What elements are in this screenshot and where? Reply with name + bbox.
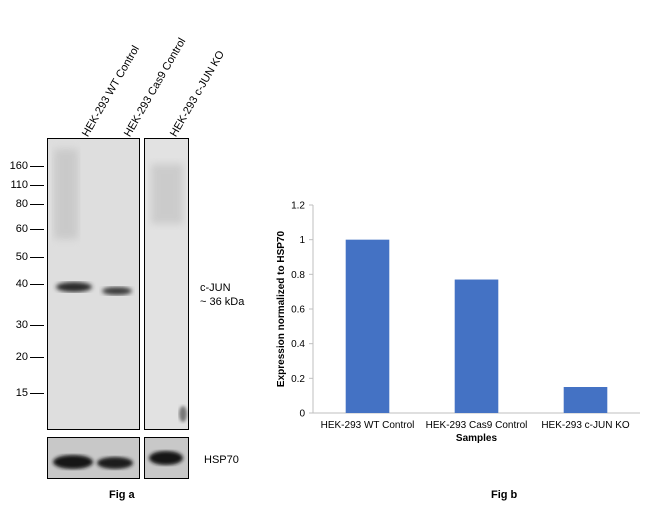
mw-marker: 160 <box>9 160 28 172</box>
mw-marker: 40 <box>15 278 28 290</box>
y-tick-label: 1 <box>299 235 305 246</box>
band-cjun-cas9 <box>102 287 132 295</box>
mw-marker: 30 <box>15 319 28 331</box>
x-tick-label: HEK-293 c-JUN KO <box>541 420 630 431</box>
edge-artifact <box>179 406 187 422</box>
bar <box>345 239 390 413</box>
bar <box>454 279 499 413</box>
band-hsp70-ko <box>149 451 183 465</box>
band-cjun-wt <box>56 282 92 292</box>
background-smear <box>54 149 78 239</box>
mw-tick <box>30 325 44 326</box>
loading-label-hsp70: HSP70 <box>204 454 239 466</box>
mw-marker: 50 <box>15 251 28 263</box>
x-axis-title: Samples <box>456 433 498 444</box>
mw-tick <box>30 357 44 358</box>
mw-marker: 20 <box>15 351 28 363</box>
y-tick-label: 0.2 <box>291 374 305 385</box>
mw-tick <box>30 229 44 230</box>
mw-tick <box>30 393 44 394</box>
mw-tick <box>30 257 44 258</box>
mw-tick <box>30 185 44 186</box>
y-tick-label: 0.6 <box>291 305 305 316</box>
background-smear <box>151 164 183 224</box>
band-label-cjun: c-JUN ~ 36 kDa <box>200 281 244 309</box>
mw-marker: 15 <box>15 387 28 399</box>
band-hsp70-cas9 <box>97 457 133 469</box>
mw-tick <box>30 284 44 285</box>
fig-b-caption: Fig b <box>491 489 518 501</box>
band-label-size: ~ 36 kDa <box>200 296 245 308</box>
fig-a-caption: Fig a <box>109 489 135 501</box>
y-tick-label: 0.8 <box>291 270 305 281</box>
mw-marker: 110 <box>10 179 28 191</box>
mw-marker: 80 <box>15 198 28 210</box>
lane-label-ko: HEK-293 c-JUN KO <box>168 48 227 139</box>
bar-chart: 0 0.2 0.4 0.6 0.8 1 1.2 HEK-293 WT Control HEK-2… <box>276 201 640 444</box>
mw-marker: 60 <box>15 223 28 235</box>
mw-tick <box>30 166 44 167</box>
band-hsp70-wt <box>53 455 93 469</box>
blot-panel-right <box>144 138 189 430</box>
x-tick-label: HEK-293 Cas9 Control <box>426 420 528 431</box>
loading-panel-left <box>47 437 140 479</box>
y-tick-label: 0 <box>299 409 305 420</box>
y-axis-title: Expression normalized to HSP70 <box>276 230 287 387</box>
band-label-name: c-JUN <box>200 282 231 294</box>
bar <box>563 387 608 413</box>
mw-tick <box>30 204 44 205</box>
x-tick-label: HEK-293 WT Control <box>321 420 415 431</box>
blot-panel-left <box>47 138 140 430</box>
y-tick-label: 0.4 <box>291 339 305 350</box>
loading-panel-right <box>144 437 189 479</box>
y-tick-label: 1.2 <box>291 201 305 212</box>
